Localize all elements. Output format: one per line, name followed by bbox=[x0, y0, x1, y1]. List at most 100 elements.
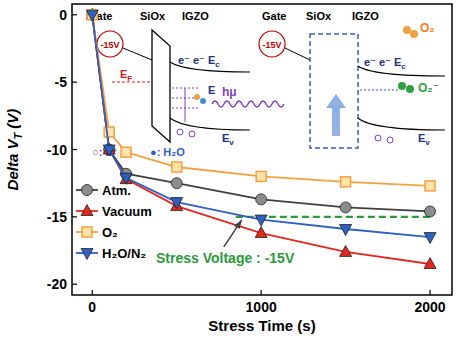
hole bbox=[189, 131, 195, 137]
data-point bbox=[341, 177, 351, 187]
y-tick bbox=[72, 284, 77, 285]
oxygen-dot bbox=[403, 26, 411, 34]
series bbox=[86, 8, 436, 268]
annotation: e⁻ e⁻ Ec bbox=[178, 54, 220, 69]
annotation-main: hμ bbox=[222, 85, 237, 99]
series-line bbox=[92, 15, 430, 186]
y-tick-label: -15 bbox=[47, 209, 67, 225]
annotation: Ev bbox=[418, 132, 430, 147]
y-tick bbox=[72, 82, 77, 83]
x-tick bbox=[429, 290, 430, 295]
data-point bbox=[86, 10, 98, 21]
data-point bbox=[425, 206, 436, 217]
oxide-box bbox=[310, 34, 358, 148]
data-point bbox=[171, 178, 182, 189]
legend: Atm.VacuumO₂H₂O/N₂ bbox=[76, 183, 152, 261]
y-tick bbox=[72, 216, 77, 217]
band-diagrams: GateSiOxIGZOGateSiOxIGZO-15V-15VEFe⁻ e⁻ … bbox=[88, 10, 445, 158]
x-tick-label: 2000 bbox=[414, 299, 445, 315]
hole bbox=[387, 137, 393, 143]
legend-label: Atm. bbox=[102, 183, 131, 198]
y-tick-label: -5 bbox=[55, 74, 68, 90]
series-line bbox=[92, 15, 430, 237]
data-point bbox=[120, 173, 132, 184]
annotation: Ev bbox=[222, 132, 234, 147]
annotation: SiOx bbox=[140, 10, 166, 22]
y-tick-label: -20 bbox=[47, 276, 67, 292]
chart: 0100020000-5-10-15-20Stress Time (s)Delt… bbox=[0, 0, 461, 339]
annotation-main: E bbox=[120, 68, 127, 80]
transition-arrow bbox=[185, 88, 186, 122]
y-tick bbox=[72, 14, 77, 15]
trap-level bbox=[172, 108, 200, 109]
series bbox=[87, 10, 435, 191]
annotation-main: ●: H₂O bbox=[150, 146, 185, 158]
data-point bbox=[121, 147, 131, 157]
data-point bbox=[255, 227, 267, 238]
water-dot bbox=[200, 98, 206, 104]
annotation: Gate bbox=[262, 10, 286, 22]
annotation-sub: c bbox=[215, 60, 220, 69]
bias-lead bbox=[285, 48, 310, 60]
water-dot bbox=[194, 94, 200, 100]
series bbox=[86, 10, 436, 243]
y-axis-title: Delta VT (V) bbox=[4, 109, 24, 191]
reference-arrow bbox=[224, 220, 242, 247]
annotation-main: O₂ bbox=[420, 21, 435, 35]
legend-label: O₂ bbox=[102, 225, 118, 240]
ev-band bbox=[170, 118, 250, 130]
trap-level bbox=[360, 90, 398, 91]
annotation-main: E bbox=[208, 84, 215, 96]
bias-circle bbox=[259, 31, 285, 57]
oxygen-dot bbox=[410, 30, 418, 38]
bias-circle bbox=[97, 31, 123, 57]
annotation-main: SiOx bbox=[140, 10, 166, 22]
oxygen-ion-dot bbox=[398, 82, 406, 90]
y-title-main: Delta V bbox=[4, 138, 21, 191]
annotation-sub: v bbox=[229, 138, 234, 147]
plot-frame bbox=[72, 4, 452, 295]
shift-arrow bbox=[326, 94, 346, 136]
annotation: IGZO bbox=[182, 10, 209, 22]
data-point bbox=[340, 202, 351, 213]
y-tick-label: 0 bbox=[59, 7, 67, 23]
data-point bbox=[256, 171, 266, 181]
data-point bbox=[425, 181, 435, 191]
annotation: E bbox=[208, 84, 215, 96]
x-tick bbox=[92, 290, 93, 295]
annotation: SiOx bbox=[306, 10, 332, 22]
legend-marker bbox=[81, 249, 93, 260]
data-point bbox=[255, 215, 267, 226]
legend-marker bbox=[81, 205, 93, 216]
annotation: e⁻ e⁻ Ec bbox=[364, 56, 406, 71]
y-tick bbox=[72, 149, 77, 150]
annotation-sub: c bbox=[401, 62, 406, 71]
annotation: hμ bbox=[222, 85, 237, 99]
y-title-tail: (V) bbox=[4, 109, 21, 133]
annotation-main: E bbox=[418, 132, 425, 144]
plot-area bbox=[86, 8, 436, 268]
annotation: ●: H₂O bbox=[150, 146, 185, 158]
data-point bbox=[424, 258, 436, 269]
legend-marker bbox=[82, 185, 93, 196]
reference-arrowhead bbox=[234, 220, 242, 229]
annotation-main: Gate bbox=[262, 10, 286, 22]
annotation-sub: v bbox=[425, 138, 430, 147]
x-tick-label: 1000 bbox=[246, 299, 277, 315]
annotation-main: IGZO bbox=[182, 10, 209, 22]
data-point bbox=[340, 224, 352, 235]
data-point bbox=[256, 194, 267, 205]
data-point bbox=[104, 144, 115, 155]
annotation-main: -15V bbox=[100, 40, 119, 50]
annotation: EF bbox=[120, 68, 132, 83]
hole bbox=[375, 135, 381, 141]
hole bbox=[177, 129, 183, 135]
annotation: -15V bbox=[262, 40, 281, 50]
data-point bbox=[340, 245, 352, 256]
data-point bbox=[424, 233, 436, 244]
oxide bbox=[152, 30, 170, 142]
annotation-main: IGZO bbox=[352, 10, 379, 22]
trap-level bbox=[172, 88, 200, 89]
annotation: IGZO bbox=[352, 10, 379, 22]
annotation-main: -15V bbox=[262, 40, 281, 50]
